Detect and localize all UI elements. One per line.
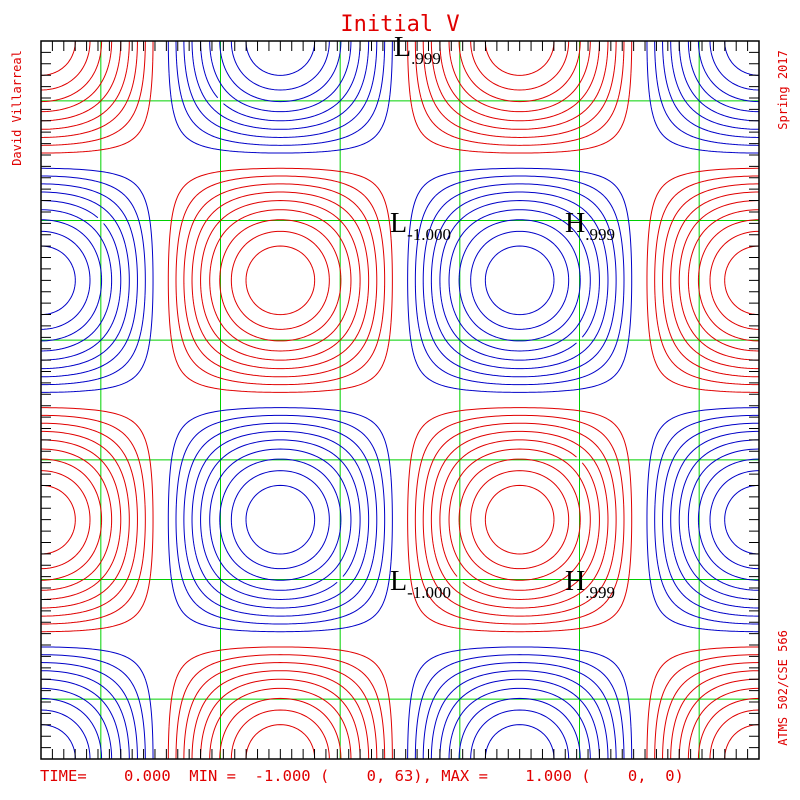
contour-level--0.3: [40, 40, 760, 760]
extremum-value: .999: [411, 49, 441, 68]
plot-frame: [40, 40, 760, 760]
contour-level--0.9: [40, 40, 760, 760]
contour-level-0.2: [40, 40, 760, 760]
extremum-value: .999: [585, 583, 615, 602]
contour-level-0.4: [40, 40, 760, 760]
frame-ticks: [40, 40, 760, 760]
extremum-value: -1.000: [407, 583, 451, 602]
extremum-label-low: L.999: [394, 32, 441, 68]
contour-level--0.7: [40, 40, 760, 760]
chart-title: Initial V: [340, 12, 459, 37]
course-label: ATMS 502/CSE 566: [776, 630, 790, 746]
author-label: David Villarreal: [10, 50, 24, 166]
contour-level--0.8: [40, 40, 760, 760]
contour-level--0.6: [40, 40, 760, 760]
contour-level--0.1: [40, 40, 760, 760]
term-label: Spring 2017: [776, 50, 790, 129]
footer-stats: TIME= 0.000 MIN = -1.000 ( 0, 63), MAX =…: [40, 767, 684, 785]
extremum-label-high: H.999: [565, 566, 615, 602]
grid-lines: [41, 41, 759, 759]
contour-level--0.2: [40, 40, 760, 760]
contour-level-0.3: [40, 40, 760, 760]
contour-level-0.8: [40, 40, 760, 760]
contour-level--0.4: [40, 40, 760, 760]
extremum-label-low: L-1.000: [390, 208, 451, 244]
contour-level-0.7: [40, 40, 760, 760]
extremum-label-high: H.999: [565, 208, 615, 244]
tick-marks: [40, 40, 760, 760]
contour-level-0.9: [40, 40, 760, 760]
extremum-value: .999: [585, 225, 615, 244]
contour-level-0.5: [40, 40, 760, 760]
extremum-value: -1.000: [407, 225, 451, 244]
contour-level-0.6: [40, 40, 760, 760]
contour-level--0.5: [40, 40, 760, 760]
extrema-labels: L.999 L-1.000 H.999 L-1.000 H.999: [390, 32, 615, 602]
contour-level-0.1: [40, 40, 760, 760]
contour-lines: [40, 40, 760, 760]
extremum-label-low: L-1.000: [390, 566, 451, 602]
